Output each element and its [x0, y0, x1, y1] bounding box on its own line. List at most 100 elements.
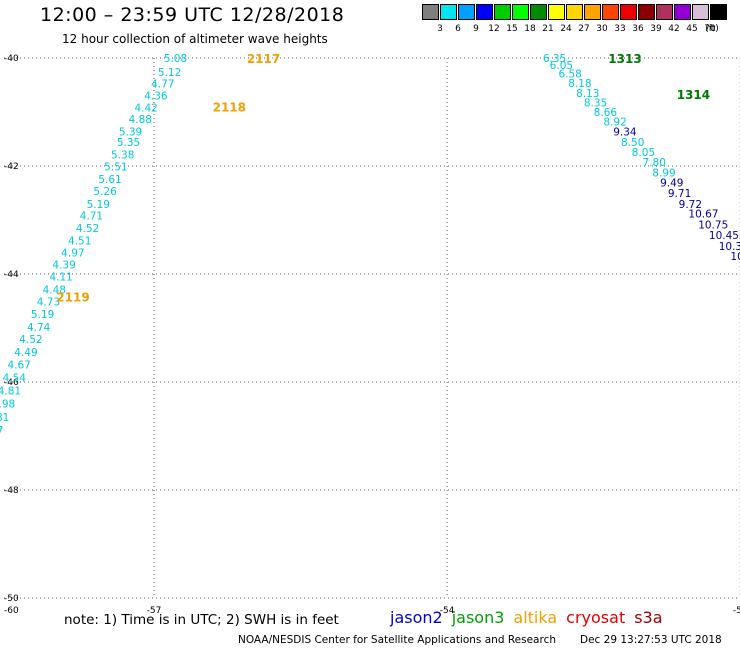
- satellite-jason2: jason2: [390, 608, 443, 627]
- wave-height-value: 4.97: [61, 247, 84, 259]
- wave-height-value: 4.51: [68, 236, 91, 248]
- wave-height-value: 6.35: [543, 53, 566, 65]
- legend-label: 30: [596, 24, 608, 34]
- wave-height-value: 4.81: [0, 386, 21, 398]
- lat-tick-label: -48: [4, 486, 19, 496]
- wave-height-value: 10.75: [698, 219, 728, 231]
- wave-height-value: 4.81: [0, 412, 9, 424]
- wave-height-value: 5.12: [158, 67, 181, 79]
- legend-label: 3: [437, 24, 443, 34]
- satellite-cryosat: cryosat: [566, 608, 626, 627]
- legend-label: 6: [455, 24, 461, 34]
- page-title: 12:00 – 23:59 UTC 12/28/2018: [40, 4, 345, 26]
- wave-height-value: 8.05: [632, 147, 655, 159]
- legend-swatch: [566, 4, 583, 20]
- wave-height-value: 4.49: [14, 347, 37, 359]
- wave-height-value: 5.35: [117, 137, 140, 149]
- wave-height-value: 8.35: [584, 97, 607, 109]
- wave-height-value: 5.19: [31, 309, 54, 321]
- wave-height-value: 5.51: [104, 162, 127, 174]
- generation-timestamp: Dec 29 13:27:53 UTC 2018: [580, 634, 722, 646]
- wave-height-value: 8.99: [652, 167, 675, 179]
- wave-height-value: 5.26: [93, 186, 117, 198]
- lat-tick-label: -44: [4, 270, 19, 280]
- legend-label: 12: [488, 24, 500, 34]
- legend-label: 18: [524, 24, 536, 34]
- wave-height-value: 10.67: [688, 209, 718, 221]
- legend-label: 15: [506, 24, 518, 34]
- legend-label: 33: [614, 24, 626, 34]
- legend-label: 24: [560, 24, 572, 34]
- lon-tick-label: -57: [147, 606, 162, 616]
- credit-line: NOAA/NESDIS Center for Satellite Applica…: [238, 634, 556, 646]
- lat-tick-label: -42: [4, 162, 19, 172]
- legend-label: 36: [632, 24, 644, 34]
- lat-tick-label: -40: [4, 54, 19, 64]
- wave-height-value: 4.73: [37, 297, 60, 309]
- pass-number: 2117: [247, 52, 280, 66]
- legend-swatch: [530, 4, 547, 20]
- legend-swatch: [458, 4, 475, 20]
- legend-label: 21: [542, 24, 554, 34]
- legend-label: 39: [650, 24, 662, 34]
- legend-unit: (ft): [705, 24, 719, 34]
- wave-height-value: 4.77: [151, 78, 174, 90]
- legend-label: 70: [704, 24, 716, 34]
- wave-height-value: 4.88: [129, 114, 152, 126]
- wave-height-value: 4.42: [134, 103, 157, 115]
- wave-height-value: 8.50: [621, 137, 644, 149]
- wave-height-value: 4.98: [0, 399, 15, 411]
- wave-height-value: 8.18: [568, 78, 591, 90]
- wave-height-value: 10.45: [709, 230, 739, 242]
- legend-label: 27: [578, 24, 590, 34]
- wave-height-value: 9.71: [668, 188, 691, 200]
- wave-height-value: 4.52: [76, 223, 99, 235]
- legend-swatch: [656, 4, 673, 20]
- wave-height-value: 5.08: [164, 53, 187, 65]
- wave-height-value: 5.38: [111, 150, 134, 162]
- wave-height-value: 10.84: [730, 251, 740, 263]
- wave-height-value: 4.74: [27, 322, 51, 334]
- wave-height-value: 4.39: [52, 259, 75, 271]
- legend-swatch: [602, 4, 619, 20]
- pass-labels: 211721182119131313141315131612108: [56, 52, 710, 305]
- satellite-jason3: jason3: [451, 608, 505, 627]
- wave-height-value: 4.54: [3, 373, 27, 385]
- lat-tick-label: -46: [4, 378, 19, 388]
- legend-swatch: [674, 4, 691, 20]
- pass-number: 2118: [213, 101, 246, 115]
- page-subtitle: 12 hour collection of altimeter wave hei…: [62, 32, 328, 46]
- wave-height-value: 8.66: [594, 107, 618, 119]
- legend-swatch: [620, 4, 637, 20]
- wave-height-value: 6.58: [558, 69, 581, 81]
- pass-number: 1313: [608, 52, 641, 66]
- lon-tick-label: -51: [733, 606, 740, 616]
- wave-height-value: 4.11: [49, 272, 72, 284]
- altimeter-tracks: 5.08 5.124.774.364.424.885.395.355.385.51…: [0, 53, 740, 437]
- legend-swatch: [512, 4, 529, 20]
- legend-swatch: [638, 4, 655, 20]
- wave-height-value: 4.67: [0, 425, 3, 437]
- track-2117: 5.08 5.124.774.364.424.885.395.355.385.51…: [0, 53, 187, 437]
- wave-height-value: 4.67: [7, 360, 30, 372]
- legend-label: 45: [686, 24, 698, 34]
- wave-height-value: 5.19: [87, 199, 110, 211]
- wave-height-value: 8.92: [603, 117, 626, 129]
- wave-height-value: 4.36: [144, 90, 168, 102]
- legend-swatch: [494, 4, 511, 20]
- pass-number: 2119: [56, 291, 89, 305]
- legend-swatch: [692, 4, 709, 20]
- legend-swatch: [476, 4, 493, 20]
- wave-height-value: 7.80: [643, 157, 666, 169]
- lon-tick-label: -54: [440, 606, 455, 616]
- pass-number: 1314: [677, 88, 710, 102]
- footer-note: note: 1) Time is in UTC; 2) SWH is in fe…: [64, 612, 339, 628]
- wave-height-value: 4.71: [80, 211, 103, 223]
- wave-height-value: 10.31: [719, 241, 740, 253]
- corner-label: -60: [4, 606, 19, 616]
- map-axis-labels: -57-54-51-48-45-40-42-44-46-48-50-60: [4, 54, 740, 616]
- legend-swatch: [422, 4, 439, 20]
- lat-tick-label: -50: [4, 594, 19, 604]
- legend-label: 9: [473, 24, 479, 34]
